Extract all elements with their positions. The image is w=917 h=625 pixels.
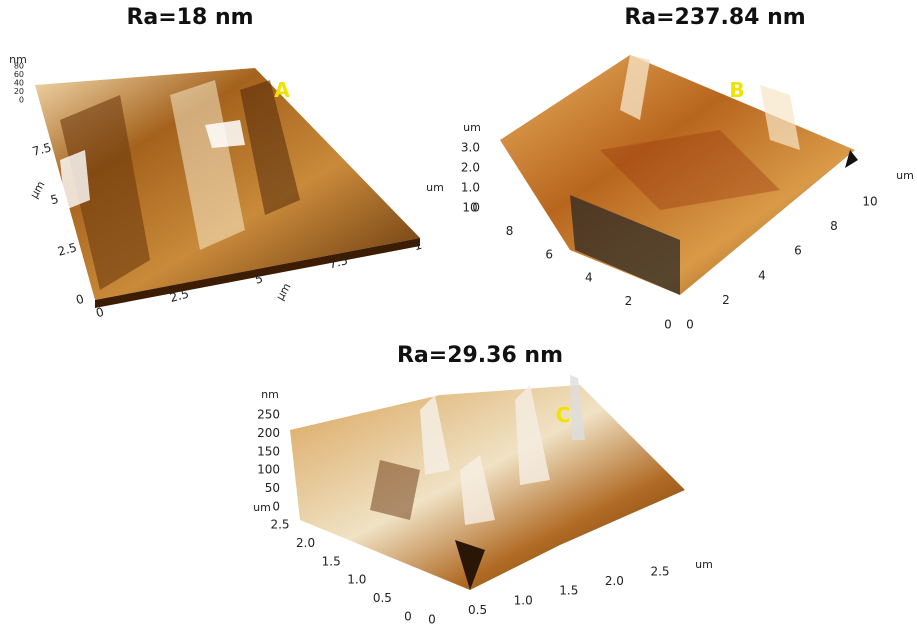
tick-label: 10 (862, 195, 877, 209)
axis-unit: µm (28, 179, 48, 201)
tick-label: 1.0 (347, 573, 366, 587)
tick-label: 2 (625, 294, 633, 308)
surface-c (290, 375, 685, 590)
tick-label: 7.5 (31, 140, 53, 158)
tick-label: 2.5 (650, 565, 669, 579)
tick-label: 1.0 (514, 593, 533, 607)
panel-label: B (729, 78, 744, 102)
tick-label: 8 (830, 219, 838, 233)
tick-label: 4 (585, 271, 593, 285)
tick-label: 8 (506, 224, 514, 238)
tick-label: 0 (428, 613, 436, 625)
panel-label: C (556, 403, 571, 427)
panel-title: Ra=18 nm (126, 5, 253, 30)
annotations: Ra=18 nmAnm020406080µm02.557.5µm02.557.5… (9, 5, 914, 625)
tick-label: 200 (257, 426, 280, 440)
tick-label: 0 (686, 318, 694, 332)
tick-label: 6 (794, 244, 802, 258)
tick-label: 2 (722, 293, 730, 307)
tick-label: 20 (14, 87, 24, 96)
axis-unit: um (463, 121, 481, 134)
surface-b (500, 55, 858, 295)
tick-label: 2.0 (296, 536, 315, 550)
tick-label: 0.5 (468, 603, 487, 617)
tick-label: 5 (253, 271, 264, 287)
tick-label: 1.5 (559, 584, 578, 598)
tick-label: 150 (257, 444, 280, 458)
tick-label: 0 (272, 500, 280, 514)
tick-label: 0 (74, 292, 85, 308)
panel-label: A (274, 78, 290, 102)
tick-label: 40 (14, 79, 24, 88)
tick-label: 0 (404, 610, 412, 624)
axis-unit: nm (261, 388, 279, 401)
tick-label: 7.5 (327, 253, 349, 271)
tick-label: 2.0 (605, 574, 624, 588)
tick-label: 100 (257, 463, 280, 477)
panel-title: Ra=237.84 nm (624, 5, 805, 30)
tick-label: 4 (758, 268, 766, 282)
tick-label: 80 (14, 62, 24, 71)
axis-unit: nm (9, 53, 27, 66)
tick-label: 1 (412, 238, 423, 254)
tick-label: 60 (14, 70, 24, 79)
tick-label: 2.5 (270, 518, 289, 532)
tick-label: 2.5 (56, 240, 78, 258)
axis-unit: µm (274, 281, 294, 303)
tick-label: 10 (462, 201, 477, 215)
tick-label: 0 (472, 201, 480, 215)
axis-unit: um (896, 169, 914, 182)
axis-unit: um (426, 181, 444, 194)
tick-label: 6 (545, 247, 553, 261)
tick-label: 0 (19, 96, 24, 105)
tick-label: 0.5 (373, 591, 392, 605)
tick-label: 5 (49, 192, 60, 208)
axis-unit: um (695, 558, 713, 571)
surface-a (35, 68, 420, 308)
panel-title: Ra=29.36 nm (397, 343, 563, 368)
tick-label: 1.5 (322, 554, 341, 568)
axis-unit: um (253, 501, 271, 514)
tick-label: 0 (664, 318, 672, 332)
tick-label: 50 (265, 481, 280, 495)
tick-label: 0 (94, 305, 105, 321)
tick-label: 1.0 (461, 181, 480, 195)
tick-label: 2.0 (461, 161, 480, 175)
tick-label: 3.0 (461, 141, 480, 155)
tick-label: 250 (257, 408, 280, 422)
tick-label: 2.5 (168, 287, 190, 305)
